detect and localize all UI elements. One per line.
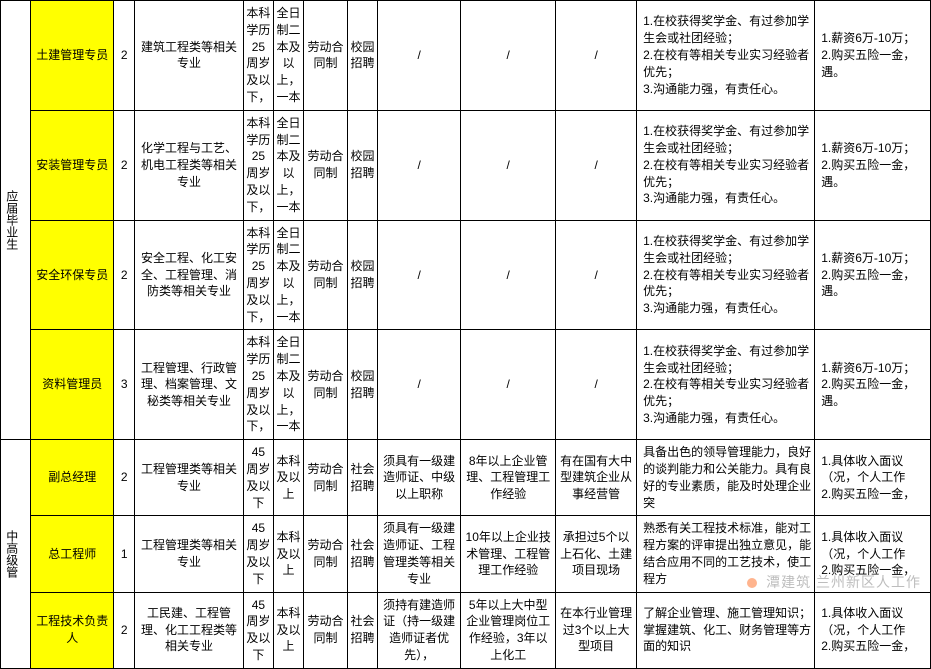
req-cell: 具备出色的领导管理能力，良好的谈判能力和公关能力。具有良好的专业素质，能及时处理… [637, 440, 815, 516]
req-cell: 1.在校获得奖学金、有过参加学生会或社团经验；2.在校有等相关专业实习经验者优先… [637, 220, 815, 330]
proj-cell: / [556, 330, 637, 440]
table-row: 工程技术负责人2工民建、工程管理、化工工程类等相关专业45周岁及以下本科及以上劳… [1, 592, 931, 668]
exp-cell: / [461, 220, 556, 330]
cert-cell: 须具有一级建造师证、工程管理类等相关专业 [378, 516, 461, 592]
req-cell: 1.在校获得奖学金、有过参加学生会或社团经验；2.在校有等相关专业实习经验者优先… [637, 330, 815, 440]
recruitment-table: 应届毕业生土建管理专员2建筑工程类等相关专业本科学历25周岁及以下，全日制二本及… [0, 0, 931, 669]
position-cell: 总工程师 [31, 516, 114, 592]
recruit-cell: 社会招聘 [347, 440, 377, 516]
major-cell: 工程管理类等相关专业 [135, 516, 244, 592]
position-cell: 土建管理专员 [31, 1, 114, 111]
count-cell: 3 [114, 330, 135, 440]
table-row: 安全环保专员2安全工程、化工安全、工程管理、消防类等相关专业本科学历25周岁及以… [1, 220, 931, 330]
edu-cell: 全日制二本及以上，一本 [273, 330, 303, 440]
count-cell: 2 [114, 1, 135, 111]
contract-cell: 劳动合同制 [304, 516, 348, 592]
category-label: 应届毕业生 [3, 190, 20, 250]
position-cell: 资料管理员 [31, 330, 114, 440]
proj-cell: / [556, 1, 637, 111]
age-cell: 45周岁及以下 [243, 440, 273, 516]
position-cell: 安全环保专员 [31, 220, 114, 330]
age-cell: 45周岁及以下 [243, 592, 273, 668]
exp-cell: 8年以上企业管理、工程管理工作经验 [461, 440, 556, 516]
salary-cell: 1.具体收入面议（况，个人工作2.购买五险一金， [815, 592, 931, 668]
salary-cell: 1.薪资6万-10万；2.购买五险一金，遇。 [815, 330, 931, 440]
age-cell: 本科学历25周岁及以下， [243, 1, 273, 111]
table-row: 应届毕业生土建管理专员2建筑工程类等相关专业本科学历25周岁及以下，全日制二本及… [1, 1, 931, 111]
salary-cell: 1.薪资6万-10万；2.购买五险一金，遇。 [815, 1, 931, 111]
contract-cell: 劳动合同制 [304, 220, 348, 330]
cert-cell: / [378, 220, 461, 330]
contract-cell: 劳动合同制 [304, 592, 348, 668]
count-cell: 1 [114, 516, 135, 592]
cert-cell: 须持有建造师证（持一级建造师证者优先）， [378, 592, 461, 668]
contract-cell: 劳动合同制 [304, 1, 348, 111]
recruit-cell: 社会招聘 [347, 516, 377, 592]
req-cell: 1.在校获得奖学金、有过参加学生会或社团经验；2.在校有等相关专业实习经验者优先… [637, 1, 815, 111]
major-cell: 工程管理、行政管理、档案管理、文秘类等相关专业 [135, 330, 244, 440]
exp-cell: 10年以上企业技术管理、工程管理工作经验 [461, 516, 556, 592]
contract-cell: 劳动合同制 [304, 330, 348, 440]
table-row: 总工程师1工程管理类等相关专业45周岁及以下本科及以上劳动合同制社会招聘须具有一… [1, 516, 931, 592]
recruit-cell: 校园招聘 [347, 220, 377, 330]
salary-cell: 1.具体收入面议（况，个人工作2.购买五险一金， [815, 516, 931, 592]
edu-cell: 本科及以上 [273, 516, 303, 592]
cert-cell: / [378, 330, 461, 440]
category-cell: 应届毕业生 [1, 1, 31, 440]
cert-cell: / [378, 1, 461, 111]
major-cell: 化学工程与工艺、机电工程类等相关专业 [135, 110, 244, 220]
req-cell: 了解企业管理、施工管理知识；掌握建筑、化工、财务管理等方面的知识 [637, 592, 815, 668]
salary-cell: 1.薪资6万-10万；2.购买五险一金，遇。 [815, 220, 931, 330]
exp-cell: / [461, 110, 556, 220]
cert-cell: / [378, 110, 461, 220]
age-cell: 本科学历25周岁及以下， [243, 220, 273, 330]
major-cell: 工民建、工程管理、化工工程类等相关专业 [135, 592, 244, 668]
major-cell: 建筑工程类等相关专业 [135, 1, 244, 111]
count-cell: 2 [114, 592, 135, 668]
position-cell: 工程技术负责人 [31, 592, 114, 668]
edu-cell: 全日制二本及以上，一本 [273, 220, 303, 330]
age-cell: 本科学历25周岁及以下， [243, 330, 273, 440]
proj-cell: 在本行业管理过3个以上大型项目 [556, 592, 637, 668]
table-row: 安装管理专员2化学工程与工艺、机电工程类等相关专业本科学历25周岁及以下，全日制… [1, 110, 931, 220]
recruit-cell: 校园招聘 [347, 330, 377, 440]
contract-cell: 劳动合同制 [304, 110, 348, 220]
age-cell: 本科学历25周岁及以下， [243, 110, 273, 220]
position-cell: 副总经理 [31, 440, 114, 516]
salary-cell: 1.薪资6万-10万；2.购买五险一金，遇。 [815, 110, 931, 220]
position-cell: 安装管理专员 [31, 110, 114, 220]
edu-cell: 全日制二本及以上，一本 [273, 110, 303, 220]
salary-cell: 1.具体收入面议（况，个人工作2.购买五险一金， [815, 440, 931, 516]
cert-cell: 须具有一级建造师证、中级以上职称 [378, 440, 461, 516]
edu-cell: 全日制二本及以上，一本 [273, 1, 303, 111]
req-cell: 1.在校获得奖学金、有过参加学生会或社团经验；2.在校有等相关专业实习经验者优先… [637, 110, 815, 220]
category-label: 中高级管 [3, 530, 20, 578]
exp-cell: / [461, 1, 556, 111]
table-row: 资料管理员3工程管理、行政管理、档案管理、文秘类等相关专业本科学历25周岁及以下… [1, 330, 931, 440]
exp-cell: / [461, 330, 556, 440]
proj-cell: 承担过5个以上石化、土建项目现场 [556, 516, 637, 592]
count-cell: 2 [114, 110, 135, 220]
recruit-cell: 社会招聘 [347, 592, 377, 668]
recruit-cell: 校园招聘 [347, 110, 377, 220]
count-cell: 2 [114, 440, 135, 516]
contract-cell: 劳动合同制 [304, 440, 348, 516]
major-cell: 安全工程、化工安全、工程管理、消防类等相关专业 [135, 220, 244, 330]
major-cell: 工程管理类等相关专业 [135, 440, 244, 516]
proj-cell: / [556, 110, 637, 220]
proj-cell: / [556, 220, 637, 330]
edu-cell: 本科及以上 [273, 592, 303, 668]
exp-cell: 5年以上大中型企业管理岗位工作经验，3年以上化工 [461, 592, 556, 668]
req-cell: 熟悉有关工程技术标准，能对工程方案的评审提出独立意见，能结合应用不同的工艺技术，… [637, 516, 815, 592]
count-cell: 2 [114, 220, 135, 330]
category-cell: 中高级管 [1, 440, 31, 669]
edu-cell: 本科及以上 [273, 440, 303, 516]
age-cell: 45周岁及以下 [243, 516, 273, 592]
recruit-cell: 校园招聘 [347, 1, 377, 111]
table-row: 中高级管副总经理2工程管理类等相关专业45周岁及以下本科及以上劳动合同制社会招聘… [1, 440, 931, 516]
proj-cell: 有在国有大中型建筑企业从事经营管 [556, 440, 637, 516]
